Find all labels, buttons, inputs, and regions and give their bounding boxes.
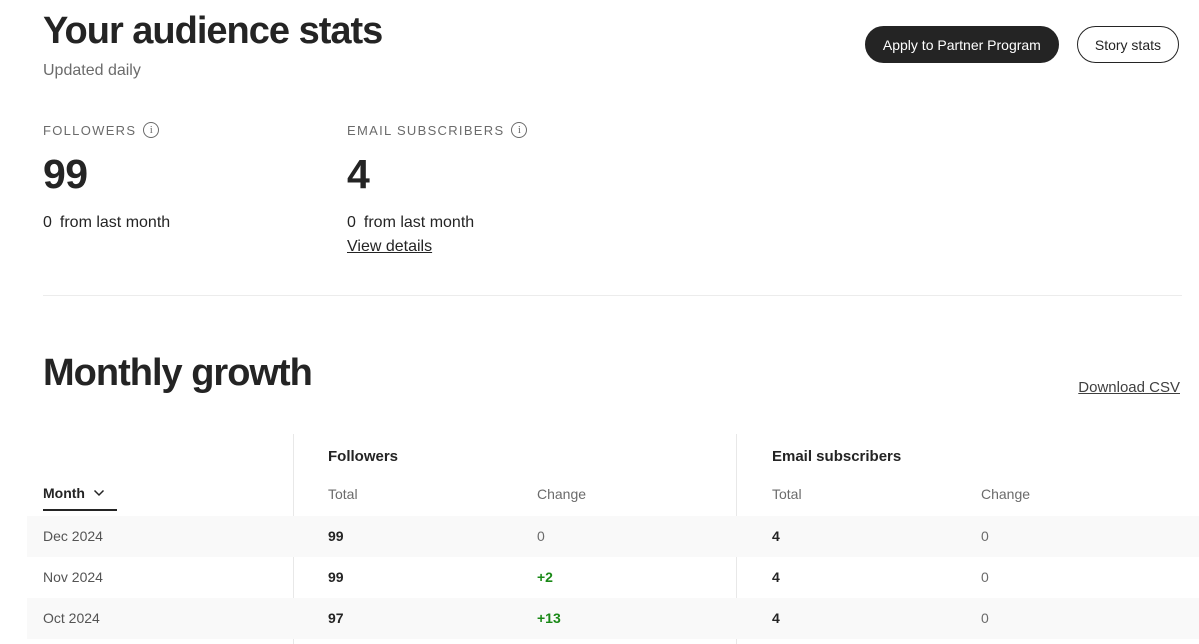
info-icon[interactable]: i [143, 122, 160, 138]
monthly-growth-table: Followers Email subscribers Month Total … [27, 434, 1199, 644]
row-email-change: 0 [981, 528, 989, 544]
email-subscribers-group-header: Email subscribers [772, 448, 902, 465]
followers-change-value: 0 [43, 214, 52, 231]
email-subscribers-stat: EMAIL SUBSCRIBERS i 4 0 from last month V… [347, 122, 651, 256]
row-email-change: 0 [981, 569, 989, 585]
table-row: Oct 2024 97 +13 4 0 [27, 598, 1199, 639]
email-change-value: 0 [347, 214, 356, 231]
header-actions: Apply to Partner Program Story stats [864, 26, 1179, 63]
page-title: Your audience stats [43, 10, 383, 52]
followers-value: 99 [43, 151, 88, 197]
row-month: Dec 2024 [43, 528, 103, 544]
followers-group-header: Followers [328, 448, 399, 465]
followers-change: 0 from last month [43, 214, 347, 232]
section-divider [43, 295, 1182, 296]
row-email-total: 4 [772, 610, 780, 626]
month-sort-header[interactable]: Month [43, 485, 105, 501]
table-row: Dec 2024 99 0 4 0 [27, 516, 1199, 557]
monthly-growth-title: Monthly growth [43, 352, 313, 394]
followers-change-text: from last month [59, 214, 171, 231]
chevron-down-icon [93, 489, 105, 497]
view-details-link[interactable]: View details [347, 238, 433, 255]
email-subscribers-value: 4 [347, 151, 370, 197]
row-email-total: 4 [772, 569, 780, 585]
row-followers-total: 99 [328, 528, 344, 544]
apply-partner-program-button[interactable]: Apply to Partner Program [864, 26, 1059, 63]
email-change-header: Change [981, 486, 1031, 502]
info-icon[interactable]: i [511, 122, 528, 138]
row-followers-change: +2 [537, 569, 553, 585]
download-csv-link[interactable]: Download CSV [1078, 379, 1180, 396]
email-total-header: Total [772, 486, 802, 502]
followers-total-header: Total [328, 486, 358, 502]
row-month: Oct 2024 [43, 610, 100, 626]
story-stats-button[interactable]: Story stats [1076, 26, 1179, 63]
email-change-text: from last month [363, 214, 475, 231]
row-followers-total: 97 [328, 610, 344, 626]
email-subscribers-change: 0 from last month [347, 214, 651, 232]
page-subtitle: Updated daily [43, 62, 141, 79]
followers-stat: FOLLOWERS i 99 0 from last month [43, 122, 347, 256]
row-followers-change: +13 [537, 610, 561, 626]
followers-change-header: Change [537, 486, 587, 502]
row-email-change: 0 [981, 610, 989, 626]
row-followers-change: 0 [537, 528, 545, 544]
row-email-total: 4 [772, 528, 780, 544]
stats-row: FOLLOWERS i 99 0 from last month EMAIL SU… [43, 122, 651, 256]
followers-label: FOLLOWERS [43, 122, 137, 138]
month-header-label: Month [43, 485, 85, 501]
sort-indicator [43, 509, 117, 511]
table-row: Nov 2024 99 +2 4 0 [27, 557, 1199, 598]
row-followers-total: 99 [328, 569, 344, 585]
email-subscribers-label: EMAIL SUBSCRIBERS [347, 122, 505, 138]
row-month: Nov 2024 [43, 569, 103, 585]
